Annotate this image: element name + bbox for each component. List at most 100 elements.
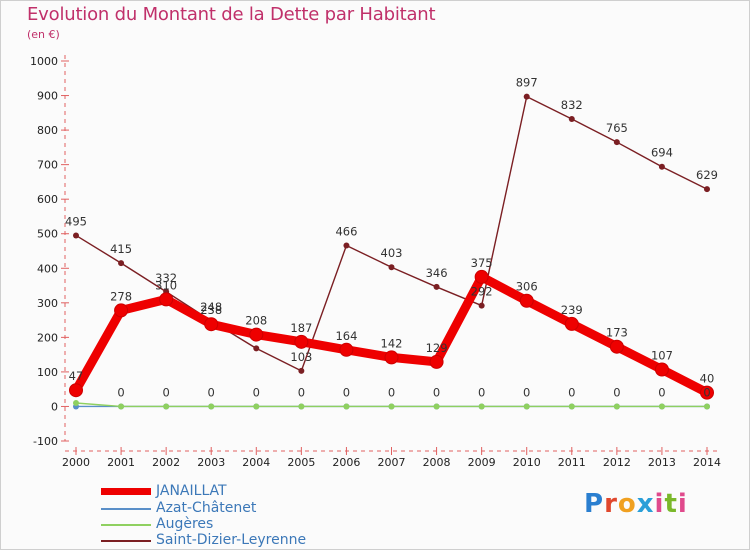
chart-title: Evolution du Montant de la Dette par Hab… xyxy=(27,4,436,25)
data-label-augeres: 0 xyxy=(343,385,350,399)
x-tick-label: 2013 xyxy=(648,456,676,469)
y-tick-label: 600 xyxy=(37,193,58,206)
x-tick-label: 2009 xyxy=(468,456,496,469)
data-label-saint-dizier-leyrenne: 346 xyxy=(426,266,448,280)
data-label-augeres: 0 xyxy=(298,385,305,399)
data-label-janaillat: 208 xyxy=(245,314,267,328)
data-label-janaillat: 375 xyxy=(471,256,493,270)
data-label-augeres: 0 xyxy=(162,385,169,399)
data-label-augeres: 0 xyxy=(208,385,215,399)
data-label-augeres: 0 xyxy=(253,385,260,399)
point-janaillat xyxy=(654,362,669,377)
point-augeres xyxy=(163,403,170,410)
point-janaillat xyxy=(69,383,83,398)
data-label-saint-dizier-leyrenne: 103 xyxy=(290,350,312,364)
point-saint-dizier-leyrenne xyxy=(388,264,395,271)
x-tick-label: 2003 xyxy=(197,456,225,469)
legend-swatch-janaillat xyxy=(101,488,151,495)
y-tick-label: 0 xyxy=(51,400,58,413)
x-tick-label: 2000 xyxy=(62,456,90,469)
point-augeres xyxy=(523,403,530,410)
data-label-janaillat: 306 xyxy=(516,280,538,294)
point-janaillat xyxy=(609,339,624,354)
point-janaillat xyxy=(294,334,309,349)
x-tick-label: 2011 xyxy=(558,456,586,469)
x-tick-label: 2004 xyxy=(242,456,270,469)
point-saint-dizier-leyrenne xyxy=(433,283,440,290)
legend-item-augeres: Augères xyxy=(101,516,361,532)
data-label-saint-dizier-leyrenne: 332 xyxy=(155,271,177,285)
data-label-janaillat: 107 xyxy=(651,348,673,362)
x-tick-label: 2006 xyxy=(332,456,360,469)
x-tick-label: 2007 xyxy=(378,456,406,469)
proxiti-logo: Proxiti xyxy=(584,489,688,519)
point-saint-dizier-leyrenne xyxy=(478,302,485,309)
data-label-saint-dizier-leyrenne: 415 xyxy=(110,242,132,256)
point-janaillat xyxy=(429,354,444,369)
point-saint-dizier-leyrenne xyxy=(568,116,575,123)
point-janaillat xyxy=(339,342,354,357)
data-label-augeres: 0 xyxy=(388,385,395,399)
point-augeres xyxy=(118,403,125,410)
point-janaillat xyxy=(700,385,714,400)
point-saint-dizier-leyrenne xyxy=(298,367,305,374)
data-label-augeres: 0 xyxy=(703,385,710,399)
logo-letter-r: r xyxy=(604,489,618,519)
point-saint-dizier-leyrenne xyxy=(118,260,125,267)
legend-swatch-saint-dizier-leyrenne xyxy=(101,540,151,542)
point-saint-dizier-leyrenne xyxy=(73,232,79,239)
legend-label-saint-dizier-leyrenne: Saint-Dizier-Leyrenne xyxy=(156,532,307,548)
data-label-janaillat: 187 xyxy=(290,321,312,335)
x-tick-label: 2012 xyxy=(603,456,631,469)
point-saint-dizier-leyrenne xyxy=(253,345,260,352)
x-tick-label: 2008 xyxy=(423,456,451,469)
logo-letter-o: o xyxy=(617,489,637,519)
logo-letter-i: i xyxy=(654,489,665,519)
data-label-janaillat: 310 xyxy=(155,278,177,292)
point-saint-dizier-leyrenne xyxy=(523,93,530,100)
logo-letter-p: P xyxy=(584,489,605,519)
data-label-janaillat: 40 xyxy=(700,372,715,386)
data-label-augeres: 0 xyxy=(568,385,575,399)
point-augeres xyxy=(73,400,79,406)
point-augeres xyxy=(388,403,395,410)
point-augeres xyxy=(208,403,215,410)
point-augeres xyxy=(343,403,350,410)
data-label-janaillat: 239 xyxy=(561,303,583,317)
point-janaillat xyxy=(249,327,264,342)
data-label-janaillat: 278 xyxy=(110,289,132,303)
y-tick-label: 300 xyxy=(37,297,58,310)
data-label-janaillat: 164 xyxy=(335,329,357,343)
y-tick-label: 700 xyxy=(37,159,58,172)
point-augeres xyxy=(704,403,710,410)
chart-unit: (en €) xyxy=(27,28,60,41)
data-label-augeres: 0 xyxy=(433,385,440,399)
data-label-augeres: 0 xyxy=(658,385,665,399)
data-label-saint-dizier-leyrenne: 495 xyxy=(65,214,87,228)
y-tick-label: 1000 xyxy=(30,55,58,68)
data-label-saint-dizier-leyrenne: 466 xyxy=(335,224,357,238)
point-augeres xyxy=(568,403,575,410)
y-tick-label: 500 xyxy=(37,228,58,241)
logo-letter-x: x xyxy=(636,489,655,519)
point-augeres xyxy=(433,403,440,410)
data-label-augeres: 0 xyxy=(478,385,485,399)
data-label-saint-dizier-leyrenne: 292 xyxy=(471,285,493,299)
data-label-augeres: 0 xyxy=(523,385,530,399)
point-augeres xyxy=(613,403,620,410)
data-label-saint-dizier-leyrenne: 832 xyxy=(561,98,583,112)
data-label-saint-dizier-leyrenne: 403 xyxy=(381,246,403,260)
point-augeres xyxy=(658,403,665,410)
data-label-saint-dizier-leyrenne: 765 xyxy=(606,121,628,135)
data-label-augeres: 0 xyxy=(613,385,620,399)
logo-letter-t: t xyxy=(664,489,678,519)
legend-swatch-augeres xyxy=(101,524,151,526)
point-janaillat xyxy=(204,317,219,332)
point-janaillat xyxy=(564,316,579,331)
point-saint-dizier-leyrenne xyxy=(704,186,710,193)
y-tick-label: 200 xyxy=(37,331,58,344)
data-label-augeres: 0 xyxy=(117,385,124,399)
point-janaillat xyxy=(519,293,534,308)
x-tick-label: 2001 xyxy=(107,456,135,469)
legend-label-azat-chatenet: Azat-Châtenet xyxy=(156,500,257,516)
